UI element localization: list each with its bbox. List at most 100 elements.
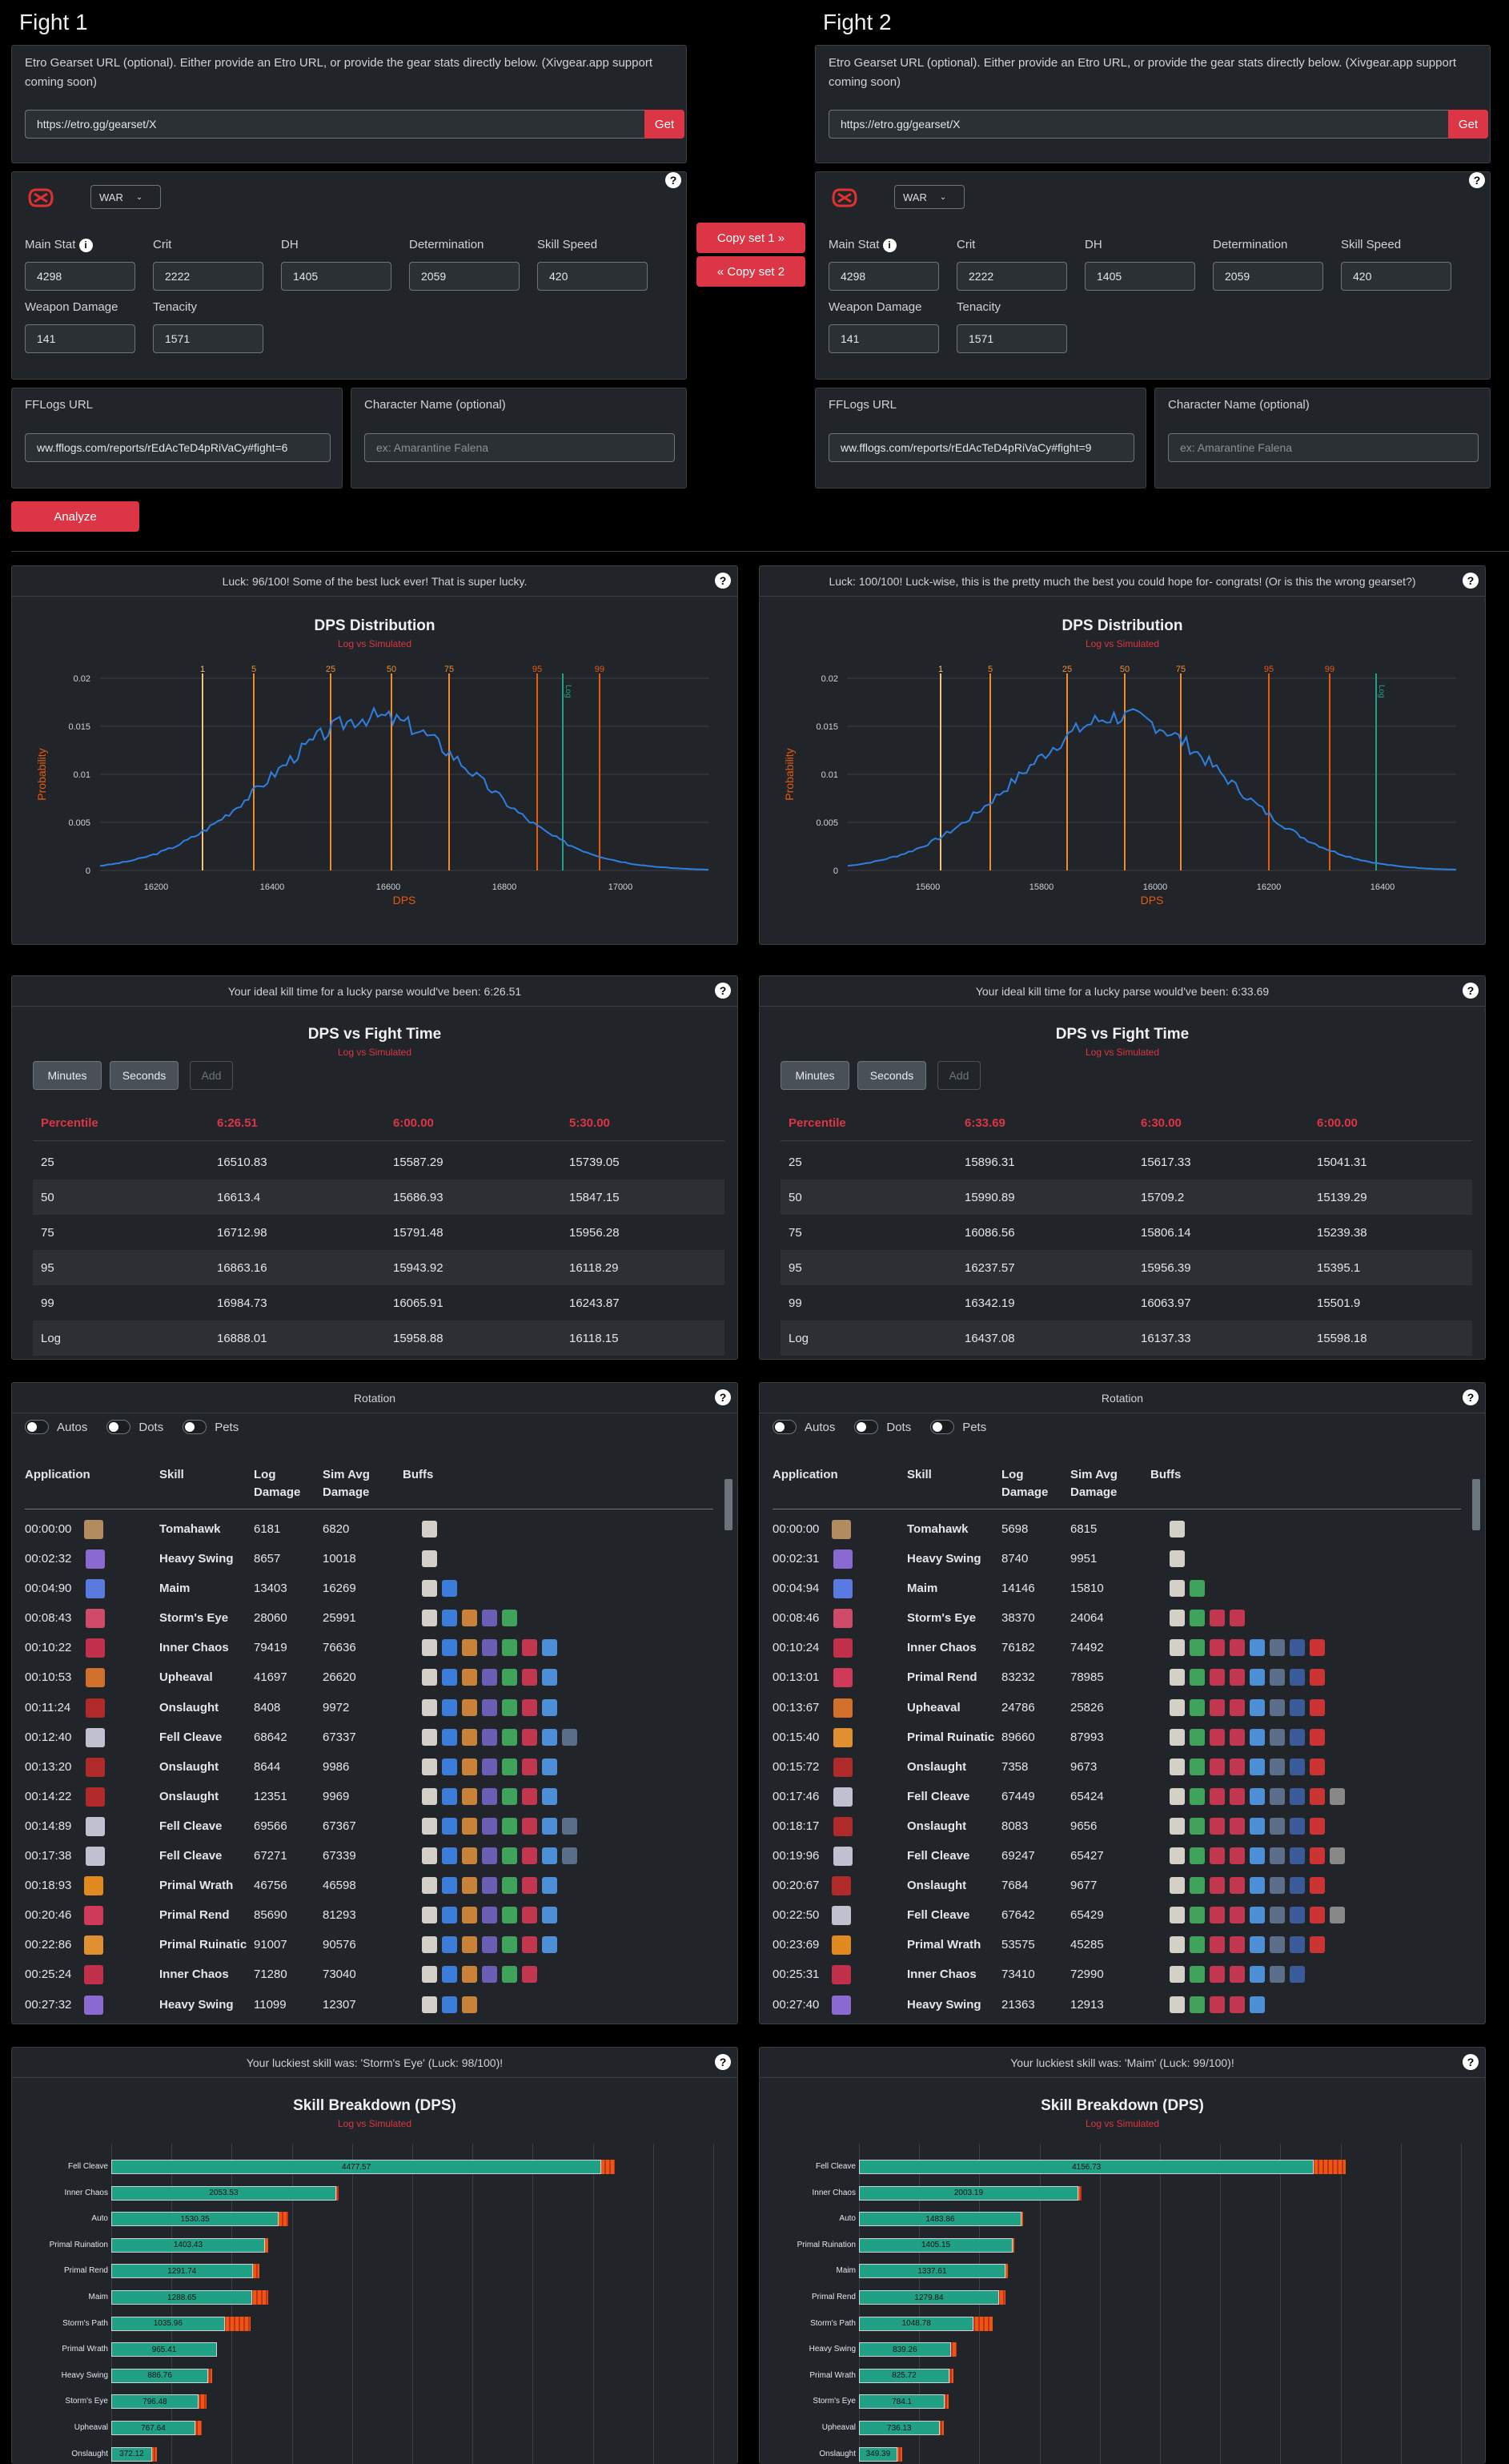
buff-icon [1290, 1817, 1305, 1835]
help-icon[interactable]: ? [715, 2054, 731, 2070]
tenacity-input[interactable]: 1571 [957, 324, 1067, 353]
skill-name: Primal Rend [907, 1670, 977, 1685]
toggle-switch[interactable] [773, 1420, 797, 1434]
dh-input[interactable]: 1405 [1085, 262, 1195, 291]
toggle-pets[interactable]: Pets [183, 1420, 239, 1434]
table-row: Log 16888.01 15958.88 16118.15 [33, 1320, 724, 1356]
analyze-button[interactable]: Analyze [11, 501, 139, 532]
log-line-label: Log [564, 685, 572, 698]
toggle-switch[interactable] [25, 1420, 49, 1434]
skill-speed-input[interactable]: 420 [1341, 262, 1451, 291]
skill-icon [833, 1638, 853, 1658]
table-cell: 15598.18 [1317, 1331, 1367, 1345]
help-icon[interactable]: ? [1469, 172, 1485, 188]
buff-icon [1230, 1728, 1245, 1746]
add-button[interactable]: Add [190, 1061, 233, 1090]
minutes-button[interactable]: Minutes [781, 1061, 849, 1090]
bar-label: Inner Chaos [812, 2188, 856, 2197]
table-header-cell: 5:30.00 [569, 1116, 610, 1130]
etro-url-input[interactable]: https://etro.gg/gearset/X [25, 110, 646, 139]
weapon-damage-input[interactable]: 141 [829, 324, 939, 353]
skill-speed-input[interactable]: 420 [537, 262, 648, 291]
info-icon[interactable]: i [78, 239, 93, 252]
buff-icon [422, 1698, 437, 1716]
help-icon[interactable]: ? [1463, 983, 1479, 999]
fflogs-url-input[interactable]: ww.fflogs.com/reports/rEdAcTeD4pRiVaCy#f… [25, 433, 331, 462]
seconds-button[interactable]: Seconds [857, 1061, 926, 1090]
get-button[interactable]: Get [644, 110, 684, 139]
buff-icon [1170, 1847, 1185, 1865]
bar-label: Primal Wrath [809, 2370, 856, 2380]
crit-input[interactable]: 2222 [957, 262, 1067, 291]
info-icon[interactable]: i [882, 239, 897, 252]
toggle-switch[interactable] [930, 1420, 955, 1434]
rotation-scrollbar[interactable] [723, 1463, 734, 2019]
y-tick-label: 0.005 [68, 818, 90, 828]
get-button[interactable]: Get [1448, 110, 1488, 139]
buff-icon [462, 1907, 477, 1924]
buff-icon [1310, 1728, 1325, 1746]
weapon-damage-input[interactable]: 141 [25, 324, 135, 353]
job-select-value: WAR [903, 191, 927, 203]
character-name-input[interactable]: ex: Amarantine Falena [1168, 433, 1479, 462]
scrollbar-thumb[interactable] [1472, 1479, 1480, 1530]
table-row: 50 16613.4 15686.93 15847.15 [33, 1180, 724, 1215]
toggle-pets[interactable]: Pets [930, 1420, 986, 1434]
buff-icon [1290, 1728, 1305, 1746]
distribution-series [99, 705, 709, 870]
minutes-button[interactable]: Minutes [33, 1061, 102, 1090]
help-icon[interactable]: ? [715, 1389, 731, 1405]
toggle-autos[interactable]: Autos [773, 1420, 835, 1434]
buff-icon [522, 1907, 537, 1924]
skill-name: Onslaught [907, 1819, 967, 1833]
table-row: 00:14:89 Fell Cleave 69566 67367 [25, 1811, 713, 1841]
toggle-dots[interactable]: Dots [106, 1420, 163, 1434]
scrollbar-thumb[interactable] [724, 1479, 732, 1530]
seconds-button[interactable]: Seconds [110, 1061, 179, 1090]
add-button[interactable]: Add [937, 1061, 981, 1090]
dh-input[interactable]: 1405 [281, 262, 391, 291]
help-icon[interactable]: ? [715, 573, 731, 589]
help-icon[interactable]: ? [1463, 2054, 1479, 2070]
rotation-scrollbar[interactable] [1471, 1463, 1482, 2019]
main-stat-input[interactable]: 4298 [25, 262, 135, 291]
toggle-switch[interactable] [106, 1420, 131, 1434]
table-cell: 75 [41, 1225, 54, 1240]
skill-icon [833, 1550, 853, 1570]
copy-set-2-button[interactable]: « Copy set 2 [696, 256, 805, 287]
toggle-switch[interactable] [854, 1420, 879, 1434]
buff-icon [1230, 1610, 1245, 1627]
help-icon[interactable]: ? [1463, 1389, 1479, 1405]
buff-icon [1210, 1787, 1225, 1805]
determination-input[interactable]: 2059 [409, 262, 520, 291]
buff-list [422, 1639, 557, 1657]
toggle-autos[interactable]: Autos [25, 1420, 87, 1434]
buff-icon [1190, 1639, 1205, 1657]
fflogs-url-input[interactable]: ww.fflogs.com/reports/rEdAcTeD4pRiVaCy#f… [829, 433, 1134, 462]
buff-icon [542, 1817, 557, 1835]
job-select[interactable]: WAR ⌄ [90, 185, 161, 209]
sim-damage: 25826 [1070, 1700, 1104, 1714]
toggle-dots[interactable]: Dots [854, 1420, 911, 1434]
determination-input[interactable]: 2059 [1213, 262, 1323, 291]
etro-url-input[interactable]: https://etro.gg/gearset/X [829, 110, 1450, 139]
table-row: 50 15990.89 15709.2 15139.29 [781, 1180, 1472, 1215]
crit-input[interactable]: 2222 [153, 262, 263, 291]
log-damage: 53575 [1001, 1938, 1035, 1952]
main-stat-input[interactable]: 4298 [829, 262, 939, 291]
sim-damage: 6815 [1070, 1522, 1098, 1536]
x-axis-label: DPS [393, 894, 416, 906]
buff-icon [1250, 1936, 1265, 1954]
help-icon[interactable]: ? [715, 983, 731, 999]
help-icon[interactable]: ? [1463, 573, 1479, 589]
application-time: 00:00:00 [25, 1522, 72, 1536]
job-select[interactable]: WAR ⌄ [894, 185, 965, 209]
tenacity-input[interactable]: 1571 [153, 324, 263, 353]
skill-name: Fell Cleave [907, 1789, 970, 1803]
application-time: 00:11:24 [25, 1700, 71, 1714]
toggle-switch[interactable] [183, 1420, 207, 1434]
copy-set-1-button[interactable]: Copy set 1 » [696, 223, 805, 253]
help-icon[interactable]: ? [665, 172, 681, 188]
buff-icon [502, 1698, 517, 1716]
character-name-input[interactable]: ex: Amarantine Falena [364, 433, 675, 462]
